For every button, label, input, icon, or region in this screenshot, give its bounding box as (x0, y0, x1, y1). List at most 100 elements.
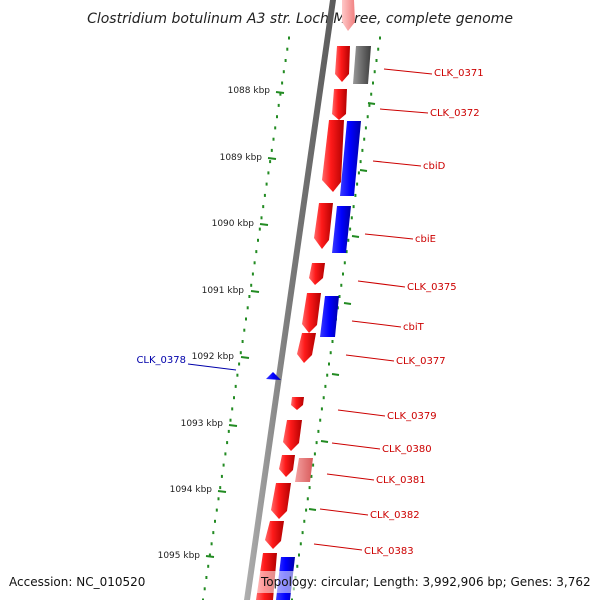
gene-feature-cbiD-reverse[interactable] (340, 121, 361, 196)
ruler-dot (250, 283, 253, 287)
ruler-dot (208, 553, 211, 557)
gene-feature-CLK_0380[interactable] (283, 420, 302, 451)
ruler-dot (276, 115, 278, 119)
ruler-dot (286, 47, 289, 51)
ruler-dot (226, 441, 229, 445)
gene-feature-pseudo[interactable] (353, 46, 371, 84)
accession-label: Accession: NC_010520 (9, 575, 145, 589)
ruler-track-left (202, 36, 290, 600)
gene-label[interactable]: CLK_0379 (387, 411, 437, 422)
gene-label[interactable]: CLK_0381 (376, 475, 426, 486)
gene-feature-CLK_0372[interactable] (332, 89, 347, 120)
ruler-dot (299, 542, 302, 546)
ruler-dot (288, 36, 290, 40)
ruler-dot (217, 497, 220, 501)
label-leaders (187, 68, 433, 551)
ruler-dot (227, 429, 230, 433)
ruler-dot (331, 340, 334, 343)
ruler-dot (338, 295, 341, 298)
gene-feature-CLK_0378[interactable] (266, 372, 281, 380)
ruler-label: 1091 kbp (202, 286, 245, 296)
gene-label[interactable]: CLK_0382 (370, 510, 420, 521)
gene-labels: CLK_0371 CLK_0372 cbiD cbiE CLK_0375 cbi… (136, 68, 483, 557)
gene-label[interactable]: CLK_0383 (364, 546, 414, 557)
ruler-tick (217, 490, 227, 493)
gene-feature-CLK_0379[interactable] (291, 397, 304, 410)
ruler-dot (366, 115, 369, 119)
gene-label[interactable]: CLK_0377 (396, 356, 446, 367)
gene-feature-CLK_0377[interactable] (297, 333, 316, 363)
ruler-dot (245, 317, 247, 321)
ruler-dot (328, 362, 330, 366)
gene-feature-CLK_0371[interactable] (335, 46, 350, 82)
ruler-dot (253, 261, 256, 265)
ruler-dot (229, 418, 232, 422)
ruler-dot (315, 441, 318, 445)
gene-feature-cbiT-reverse[interactable] (320, 296, 339, 337)
ruler-dot (265, 182, 268, 186)
gene-label[interactable]: CLK_0378 (136, 355, 186, 366)
ruler-dot (267, 171, 270, 175)
ruler-dot (312, 463, 315, 467)
gene-label[interactable]: cbiE (415, 234, 436, 245)
gene-feature-CLK_0381[interactable] (279, 455, 295, 477)
ruler-label: 1089 kbp (220, 153, 263, 163)
ruler-dot (246, 306, 249, 310)
ruler-dot (342, 272, 344, 276)
ruler-label: 1093 kbp (181, 419, 224, 429)
ruler-dot (356, 182, 359, 186)
ruler-labels: 1088 kbp 1089 kbp 1090 kbp 1091 kbp 1092… (158, 86, 271, 561)
ruler-dot (222, 463, 225, 467)
ruler-tick (275, 91, 285, 94)
ruler-dot (364, 126, 367, 130)
ruler-dot (372, 81, 374, 85)
gene-label[interactable]: cbiT (403, 322, 425, 333)
gene-label[interactable]: CLK_0372 (430, 108, 480, 119)
gene-feature-cbiD[interactable] (322, 120, 344, 192)
page-title: Clostridium botulinum A3 str. Loch Maree… (87, 11, 513, 27)
gene-label[interactable]: CLK_0371 (434, 68, 484, 79)
ruler-dot (324, 384, 327, 388)
right-track-ticks (308, 102, 376, 511)
ruler-dot (354, 193, 357, 197)
ruler-label: 1092 kbp (192, 352, 235, 362)
ruler-dot (347, 238, 350, 242)
ruler-dot (322, 396, 325, 400)
gene-feature-CLK_0383[interactable] (265, 521, 284, 549)
gene-feature-cbiE-reverse[interactable] (332, 206, 351, 253)
ruler-tick (259, 223, 269, 226)
gene-label[interactable]: CLK_0380 (382, 444, 432, 455)
ruler-dot (359, 160, 362, 164)
ruler-dot (310, 474, 313, 478)
gene-label[interactable]: cbiD (423, 161, 446, 172)
ruler-dot (368, 103, 371, 107)
ruler-dot (298, 553, 300, 557)
ruler-dot (301, 531, 304, 535)
ruler-dot (291, 598, 293, 600)
ruler-dot (243, 328, 246, 332)
ruler-dot (317, 429, 320, 433)
gene-feature-faded[interactable] (342, 0, 355, 31)
ruler-dot (350, 216, 353, 220)
ruler-dot (238, 362, 241, 366)
ruler-dot (207, 564, 210, 568)
ruler-dot (377, 47, 380, 51)
ruler-dot (263, 193, 266, 197)
ruler-dot (224, 452, 227, 456)
ruler-dot (313, 452, 316, 456)
gene-feature-cbiE[interactable] (314, 203, 333, 249)
gene-feature-CLK_0381-faded[interactable] (295, 458, 313, 482)
ruler-dot (306, 497, 309, 501)
ruler-tick (240, 356, 250, 359)
ruler-dot (231, 407, 234, 411)
gene-feature-CLK_0382[interactable] (271, 483, 291, 519)
gene-feature-CLK_0375[interactable] (309, 263, 325, 285)
gene-feature-cbiT[interactable] (302, 293, 321, 333)
ruler-label: 1090 kbp (212, 219, 255, 229)
gene-label[interactable]: CLK_0375 (407, 282, 457, 293)
ruler-dot (282, 70, 285, 74)
ruler-dot (215, 508, 218, 512)
ruler-dot (219, 486, 222, 490)
ruler-dot (296, 564, 299, 568)
